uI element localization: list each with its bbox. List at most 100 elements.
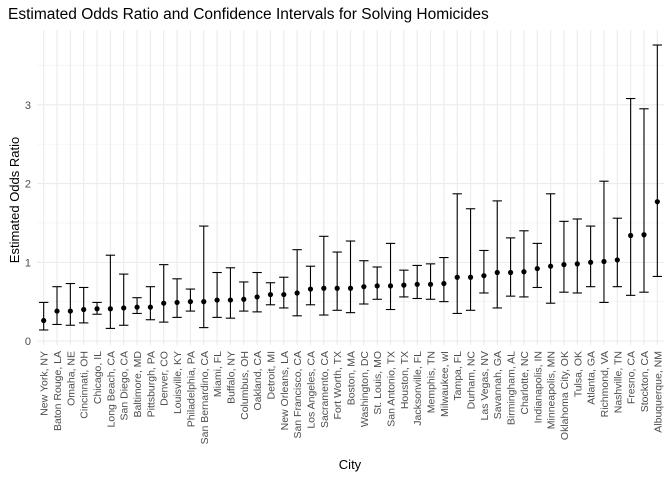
estimate-point — [294, 290, 300, 296]
estimate-point — [107, 306, 113, 312]
estimate-point — [121, 305, 127, 311]
x-axis-ticks: New York, NY Baton Rouge, LA Omaha, NE Cinc… — [39, 351, 665, 445]
estimate-point — [67, 308, 73, 314]
estimate-point — [281, 291, 287, 298]
y-tick-label: 3 — [25, 100, 31, 112]
estimate-point — [161, 300, 167, 306]
x-tick-label: Baton Rouge, LA — [52, 351, 64, 431]
x-tick-label: Durham, NC — [466, 351, 478, 410]
estimate-point — [241, 296, 247, 302]
x-tick-label: Baltimore, MD — [132, 351, 144, 418]
x-tick-label: Fresno, CA — [626, 351, 638, 404]
estimate-point — [654, 199, 660, 205]
x-tick-label: Pittsburgh, PA — [145, 351, 157, 417]
estimate-point — [427, 281, 434, 287]
estimate-point — [588, 259, 594, 265]
x-tick-label: San Diego, CA — [119, 351, 131, 420]
estimate-point — [454, 274, 460, 280]
x-tick-label: St. Louis, MO — [372, 351, 384, 415]
estimate-point — [361, 284, 367, 290]
estimate-point — [401, 282, 407, 288]
x-tick-label: Albuquerque, NM — [652, 351, 664, 433]
x-tick-label: Boston, MA — [346, 351, 358, 405]
estimate-point — [321, 285, 327, 291]
x-tick-label: Fort Worth, TX — [332, 351, 344, 419]
estimate-point — [494, 269, 500, 276]
estimate-point — [147, 304, 153, 310]
estimate-point — [41, 317, 47, 324]
estimate-point — [467, 274, 474, 280]
x-tick-label: Chicago, IL — [92, 351, 104, 404]
y-tick-label: 1 — [25, 257, 31, 269]
estimate-point — [628, 232, 634, 239]
estimate-point — [334, 285, 340, 291]
x-tick-label: New Orleans, LA — [279, 351, 291, 430]
x-tick-label: Sacramento, CA — [319, 351, 331, 428]
x-tick-label: San Bernardino, CA — [199, 351, 211, 444]
estimate-point — [254, 294, 260, 300]
x-tick-label: Columbus, OH — [239, 351, 251, 420]
estimate-point — [374, 283, 380, 289]
x-tick-label: Buffalo, NY — [225, 351, 237, 404]
estimate-point — [441, 280, 447, 287]
estimate-point — [614, 257, 620, 263]
chart-title: Estimated Odds Ratio and Confidence Inte… — [8, 6, 489, 23]
x-tick-label: Savannah, GA — [492, 351, 504, 419]
estimate-point — [267, 291, 274, 298]
y-tick-label: 0 — [25, 336, 31, 348]
x-tick-label: San Antonio, TX — [386, 351, 398, 427]
x-tick-label: Charlotte, NC — [519, 351, 531, 415]
estimate-point — [134, 304, 140, 310]
x-tick-label: Houston, TX — [399, 351, 411, 409]
x-tick-label: Long Beach, CA — [105, 351, 117, 427]
estimate-point — [54, 308, 60, 314]
x-tick-label: Detroit, MI — [265, 351, 277, 399]
x-axis-title: City — [339, 457, 362, 472]
estimate-point — [574, 261, 580, 267]
x-tick-label: Jacksonville, FL — [412, 351, 424, 426]
x-tick-label: Cincinnati, OH — [79, 351, 91, 419]
estimate-point — [561, 262, 567, 268]
x-tick-label: Miami, FL — [212, 351, 224, 397]
x-tick-label: Denver, CO — [159, 351, 171, 406]
estimate-point — [414, 281, 420, 287]
x-tick-label: Birmingham, AL — [506, 351, 518, 425]
estimate-point — [94, 306, 100, 312]
estimate-point — [227, 297, 234, 303]
estimate-point — [214, 297, 220, 303]
x-tick-label: San Francisco, CA — [292, 351, 304, 439]
x-tick-label: Philadelphia, PA — [185, 351, 197, 427]
y-tick-label: 2 — [25, 179, 31, 191]
data-marks — [39, 44, 662, 331]
estimate-point — [81, 306, 87, 313]
x-tick-label: Milwaukee, wI — [439, 351, 451, 417]
x-tick-label: New York, NY — [39, 351, 51, 416]
estimate-point — [507, 269, 514, 276]
x-tick-label: Tulsa, OK — [572, 351, 584, 397]
estimate-point — [387, 283, 394, 289]
estimate-point — [548, 263, 554, 269]
x-tick-label: Memphis, TN — [426, 351, 438, 413]
x-tick-label: Stockton, CA — [639, 351, 651, 412]
x-tick-label: Los Angeles, CA — [305, 351, 317, 429]
estimate-point — [481, 273, 487, 279]
x-tick-label: Minneapolis, MN — [546, 351, 558, 429]
x-tick-label: Indianapolis, IN — [532, 351, 544, 423]
estimate-point — [307, 286, 314, 292]
x-tick-label: Oakland, CA — [252, 351, 264, 411]
estimate-point — [187, 299, 194, 305]
x-tick-label: Omaha, NE — [65, 351, 77, 406]
x-tick-label: Oklahoma City, OK — [559, 351, 571, 440]
y-axis-title: Estimated Odds Ratio — [7, 137, 22, 263]
x-tick-label: Washington, DC — [359, 351, 371, 427]
x-tick-label: Tampa, FL — [452, 351, 464, 401]
estimate-point — [347, 285, 354, 291]
estimate-point — [201, 299, 207, 305]
estimate-point — [601, 258, 607, 265]
x-tick-label: Atlanta, GA — [586, 351, 598, 405]
estimate-point — [521, 269, 527, 275]
x-tick-label: Richmond, VA — [599, 351, 611, 417]
y-axis-ticks: 0 1 2 3 — [25, 100, 31, 348]
estimate-point — [534, 265, 540, 272]
